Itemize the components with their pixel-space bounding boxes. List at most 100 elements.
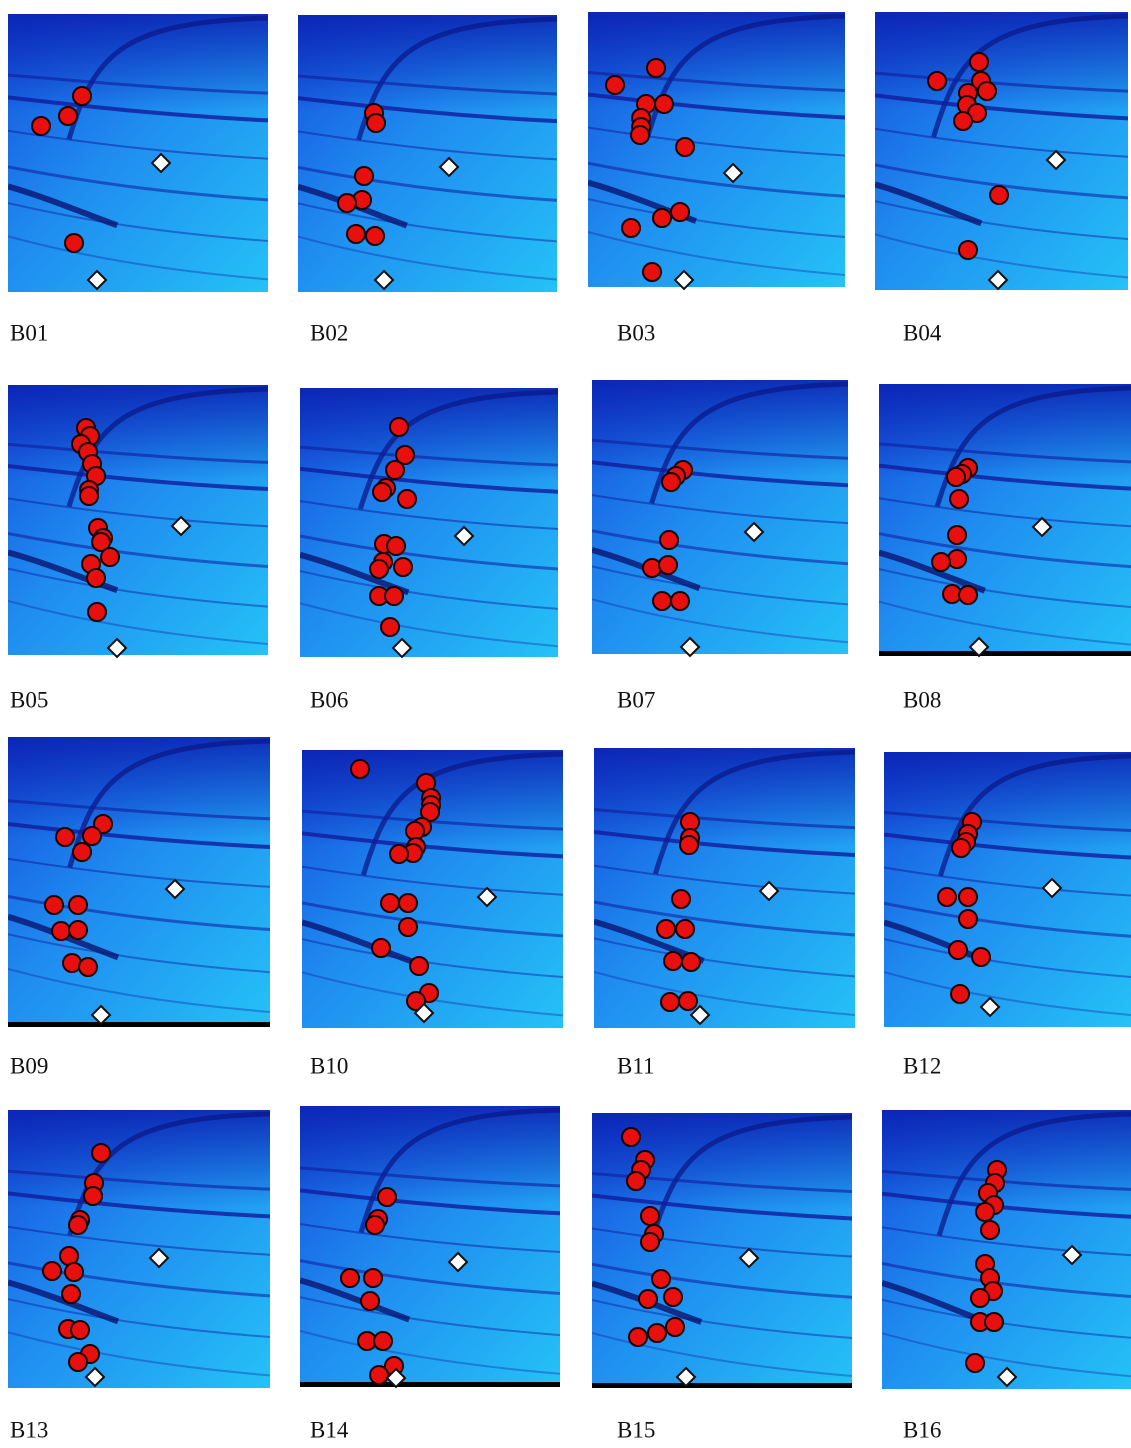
marker-circle [985, 1313, 1003, 1331]
marker-circle [410, 957, 428, 975]
marker-circle [378, 1188, 396, 1206]
top-shade [882, 1110, 1131, 1208]
marker-circle [69, 896, 87, 914]
marker-circle [976, 1203, 994, 1221]
border-bar [8, 1022, 270, 1027]
marker-circle [949, 941, 967, 959]
marker-circle [59, 107, 77, 125]
marker-circle [56, 828, 74, 846]
marker-circle [647, 59, 665, 77]
marker-circle [80, 487, 98, 505]
marker-circle [73, 843, 91, 861]
marker-circle [947, 468, 965, 486]
panel-label: B12 [903, 1053, 941, 1078]
marker-circle [373, 483, 391, 501]
marker-circle [622, 1128, 640, 1146]
marker-circle [662, 473, 680, 491]
top-shade [592, 380, 848, 476]
marker-circle [948, 550, 966, 568]
marker-circle [87, 569, 105, 587]
marker-circle [653, 592, 671, 610]
marker-circle [399, 918, 417, 936]
marker-circle [641, 1207, 659, 1225]
figure: B01B02B03B04B05B06B07B08B09B10B11B12B13B… [0, 0, 1131, 1448]
top-shade [594, 748, 855, 846]
panel [8, 1110, 270, 1388]
marker-circle [971, 1289, 989, 1307]
marker-circle [83, 827, 101, 845]
panel [592, 380, 848, 656]
panel [879, 384, 1131, 656]
marker-circle [372, 939, 390, 957]
marker-circle [32, 117, 50, 135]
marker-circle [65, 1263, 83, 1281]
marker-circle [666, 1318, 684, 1336]
marker-circle [88, 603, 106, 621]
marker-circle [386, 461, 404, 479]
panel-label: B16 [903, 1417, 941, 1442]
marker-circle [92, 1144, 110, 1162]
marker-circle [952, 839, 970, 857]
marker-circle [951, 985, 969, 1003]
marker-circle [351, 760, 369, 778]
marker-circle [657, 920, 675, 938]
panel [8, 385, 268, 657]
marker-circle [374, 1332, 392, 1350]
marker-circle [660, 531, 678, 549]
marker-circle [938, 888, 956, 906]
marker-circle [390, 418, 408, 436]
marker-circle [676, 138, 694, 156]
marker-circle [659, 556, 677, 574]
border-bar [300, 1382, 560, 1387]
panel-label: B15 [617, 1417, 655, 1442]
marker-circle [381, 618, 399, 636]
panel-label: B02 [310, 320, 348, 345]
marker-circle [69, 1353, 87, 1371]
marker-circle [45, 896, 63, 914]
panel-label: B07 [617, 687, 655, 712]
top-shade [8, 385, 268, 480]
panel-label: B13 [10, 1417, 48, 1442]
panel-label: B01 [10, 320, 48, 345]
top-shade [884, 752, 1131, 848]
marker-circle [73, 87, 91, 105]
marker-circle [978, 82, 996, 100]
panel [594, 748, 855, 1028]
top-shade [300, 1106, 560, 1204]
panel [875, 12, 1128, 290]
marker-circle [385, 587, 403, 605]
marker-circle [680, 836, 698, 854]
marker-circle [101, 548, 119, 566]
marker-circle [84, 1187, 102, 1205]
marker-circle [341, 1269, 359, 1287]
marker-circle [627, 1172, 645, 1190]
marker-circle [672, 890, 690, 908]
marker-circle [631, 126, 649, 144]
marker-circle [606, 76, 624, 94]
top-shade [300, 388, 558, 482]
panel [882, 1110, 1131, 1389]
marker-circle [622, 219, 640, 237]
top-shade [298, 15, 557, 112]
marker-circle [671, 203, 689, 221]
marker-circle [966, 1354, 984, 1372]
marker-circle [928, 72, 946, 90]
marker-circle [639, 1290, 657, 1308]
panel [884, 752, 1131, 1027]
marker-circle [366, 227, 384, 245]
marker-circle [43, 1262, 61, 1280]
marker-circle [954, 112, 972, 130]
marker-circle [62, 1285, 80, 1303]
marker-circle [981, 1221, 999, 1239]
marker-circle [394, 558, 412, 576]
marker-circle [972, 948, 990, 966]
marker-circle [361, 1292, 379, 1310]
marker-circle [52, 922, 70, 940]
marker-circle [398, 490, 416, 508]
panel [592, 1113, 852, 1388]
top-shade [875, 12, 1128, 109]
panel [300, 1106, 560, 1387]
top-shade [879, 384, 1131, 479]
marker-circle [671, 592, 689, 610]
marker-circle [629, 1328, 647, 1346]
